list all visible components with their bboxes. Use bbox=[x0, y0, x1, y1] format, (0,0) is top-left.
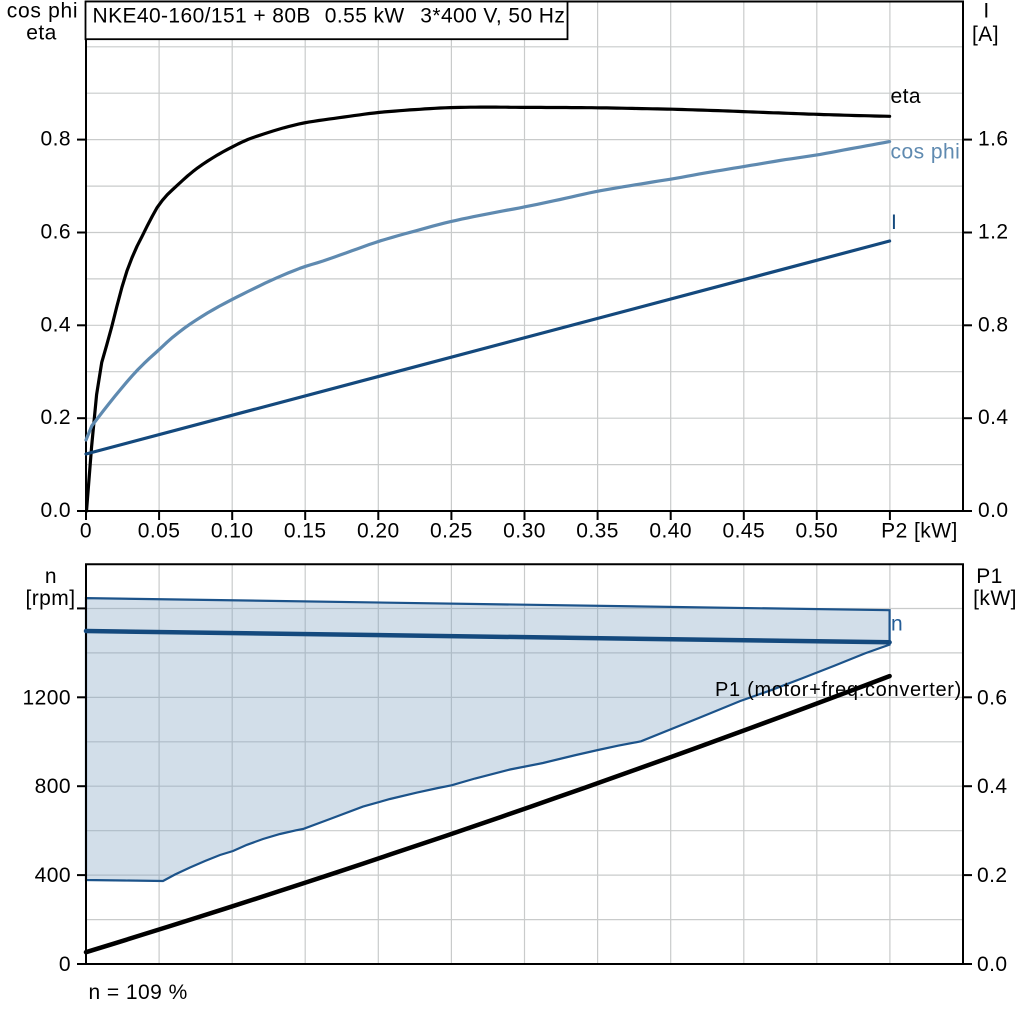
svg-text:0: 0 bbox=[59, 953, 71, 976]
svg-text:1200: 1200 bbox=[22, 686, 71, 709]
svg-text:I: I bbox=[983, 0, 989, 23]
svg-text:0.2: 0.2 bbox=[977, 864, 1008, 887]
svg-text:0.25: 0.25 bbox=[430, 520, 473, 543]
svg-text:0.0: 0.0 bbox=[977, 953, 1008, 976]
svg-text:[A]: [A] bbox=[972, 23, 999, 46]
svg-text:0.8: 0.8 bbox=[978, 313, 1009, 336]
svg-text:1.2: 1.2 bbox=[978, 221, 1009, 244]
svg-text:0.45: 0.45 bbox=[722, 520, 765, 543]
svg-text:0.2: 0.2 bbox=[40, 406, 71, 429]
svg-text:3*400 V, 50 Hz: 3*400 V, 50 Hz bbox=[420, 4, 565, 27]
svg-text:1.6: 1.6 bbox=[978, 128, 1009, 151]
svg-text:cos phi: cos phi bbox=[7, 0, 78, 23]
svg-text:0.4: 0.4 bbox=[978, 406, 1009, 429]
svg-text:0.50: 0.50 bbox=[795, 520, 838, 543]
svg-text:n: n bbox=[45, 565, 57, 588]
svg-text:0.10: 0.10 bbox=[211, 520, 254, 543]
svg-text:0.30: 0.30 bbox=[503, 520, 546, 543]
svg-text:eta: eta bbox=[26, 22, 57, 45]
svg-text:[kW]: [kW] bbox=[973, 587, 1017, 610]
svg-text:P2 [kW]: P2 [kW] bbox=[881, 520, 958, 543]
svg-text:eta: eta bbox=[891, 85, 922, 108]
svg-text:NKE40-160/151 + 80B: NKE40-160/151 + 80B bbox=[93, 4, 311, 27]
svg-text:0.40: 0.40 bbox=[649, 520, 692, 543]
svg-text:0: 0 bbox=[80, 520, 92, 543]
svg-text:0.20: 0.20 bbox=[357, 520, 400, 543]
svg-text:0.55 kW: 0.55 kW bbox=[325, 4, 405, 27]
svg-text:0.35: 0.35 bbox=[576, 520, 619, 543]
svg-text:0.6: 0.6 bbox=[977, 686, 1008, 709]
svg-text:800: 800 bbox=[35, 775, 71, 798]
svg-text:[rpm]: [rpm] bbox=[25, 587, 75, 610]
svg-text:0.15: 0.15 bbox=[284, 520, 327, 543]
svg-text:P1 (motor+freq.converter): P1 (motor+freq.converter) bbox=[715, 679, 962, 701]
svg-text:P1: P1 bbox=[976, 565, 1003, 588]
svg-text:0.4: 0.4 bbox=[40, 313, 71, 336]
svg-text:I: I bbox=[891, 211, 897, 234]
svg-text:0.0: 0.0 bbox=[978, 499, 1009, 522]
svg-text:n = 109 %: n = 109 % bbox=[89, 981, 188, 1004]
svg-text:0.4: 0.4 bbox=[977, 775, 1008, 798]
svg-text:0.6: 0.6 bbox=[40, 221, 71, 244]
svg-text:0.05: 0.05 bbox=[138, 520, 181, 543]
svg-text:400: 400 bbox=[35, 864, 71, 887]
svg-text:0.0: 0.0 bbox=[40, 499, 71, 522]
svg-text:0.8: 0.8 bbox=[40, 128, 71, 151]
svg-text:n: n bbox=[891, 613, 903, 636]
svg-text:cos phi: cos phi bbox=[891, 141, 961, 164]
